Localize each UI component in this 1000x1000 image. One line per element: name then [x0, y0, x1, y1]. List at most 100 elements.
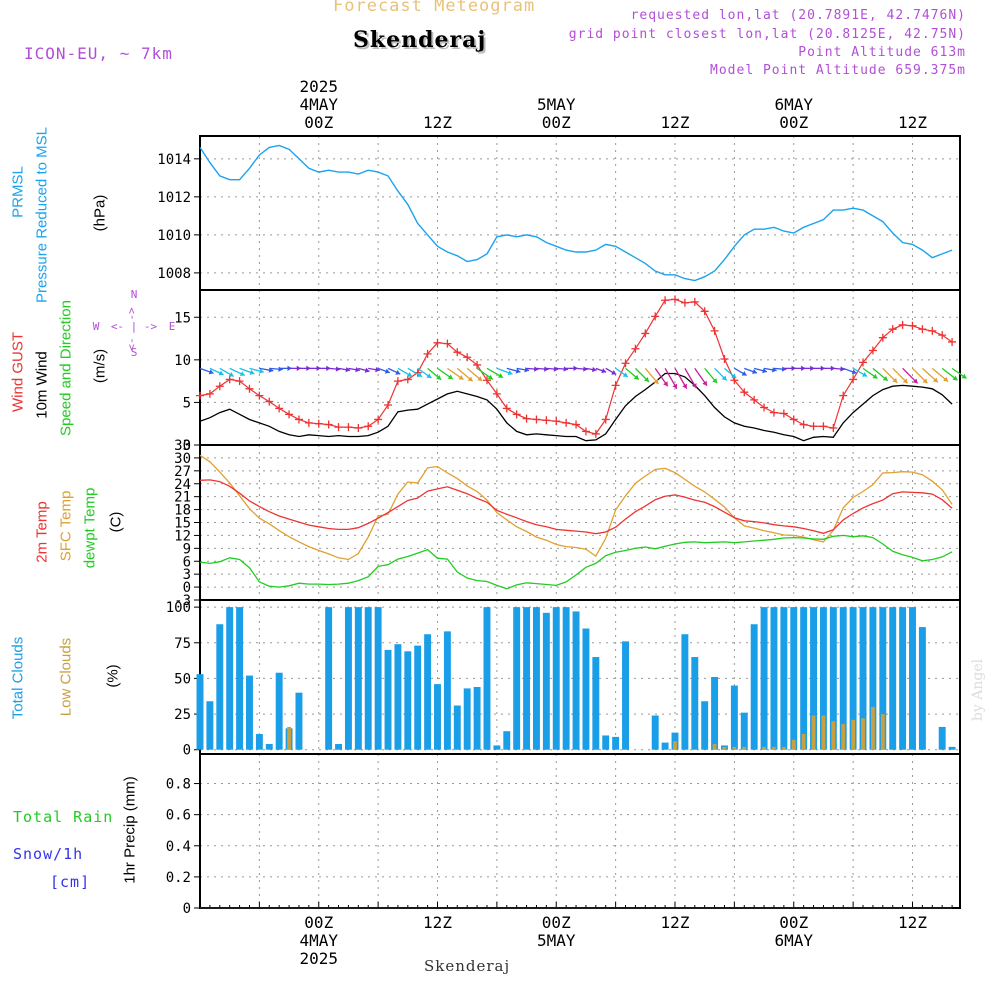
- low-cloud-bar: [811, 715, 816, 750]
- wind-arrow-head: [882, 375, 888, 381]
- wind-arrow: [199, 367, 214, 375]
- wind-gust-marker: [552, 417, 561, 426]
- total-cloud-bar: [325, 607, 333, 750]
- total-cloud-bar: [790, 607, 798, 750]
- wind-arrow-head: [644, 376, 649, 382]
- bottom-time-label: 00Z: [304, 913, 333, 932]
- total-cloud-bar: [612, 736, 620, 750]
- wind-arrow-head: [682, 383, 687, 389]
- y-tick-label: 0: [183, 580, 191, 596]
- wind-gust-marker: [700, 307, 709, 316]
- wind-gust-marker: [661, 296, 670, 305]
- total-cloud-bar: [226, 607, 234, 750]
- wind-arrow-head: [477, 376, 483, 381]
- wind-gust-marker: [641, 329, 650, 338]
- wind-gust-marker: [265, 397, 274, 406]
- wind-gust-marker: [750, 395, 759, 404]
- wind-arrow-head: [712, 378, 718, 384]
- wind-arrow-head: [762, 368, 767, 374]
- total-cloud-bar: [582, 628, 590, 750]
- wind-gust-marker: [354, 423, 363, 432]
- wind-arrow-head: [622, 372, 628, 377]
- gridpoint-coords: grid point closest lon,lat (20.8125E, 42…: [568, 27, 966, 42]
- total-cloud-bar: [463, 688, 471, 750]
- total-cloud-bar: [523, 607, 531, 750]
- wind-arrow: [229, 367, 246, 377]
- wind-arrow-head: [345, 367, 351, 373]
- wind-arrow-head: [820, 365, 825, 372]
- wind-arrow-head: [384, 368, 390, 374]
- wind-gust-marker: [433, 338, 442, 347]
- wind-arrow-head: [702, 380, 707, 386]
- wind-gust-marker: [918, 325, 927, 334]
- wind-arrow: [931, 367, 949, 383]
- low-cloud-bar: [712, 744, 717, 750]
- wind-gust-marker: [671, 295, 679, 304]
- wind-arrow-head: [296, 365, 301, 372]
- y-tick-label: 0: [183, 743, 191, 759]
- low-cloud-bar: [287, 726, 291, 750]
- wind-arrow-head: [239, 371, 245, 377]
- wind-arrow: [585, 366, 597, 373]
- wind-arrow: [516, 367, 530, 373]
- wind-arrow-head: [208, 369, 214, 375]
- wind-10m-line: [199, 372, 953, 442]
- wind-gust-marker: [621, 359, 630, 368]
- y-tick-label: 10: [174, 353, 191, 369]
- total-cloud-bar: [592, 657, 600, 750]
- wind-arrow: [526, 366, 539, 372]
- compass-up-arrow: ->: [125, 307, 138, 321]
- wind-gust-line: [199, 298, 953, 435]
- y-tick-label: 75: [174, 636, 191, 652]
- wind-arrow: [496, 367, 513, 376]
- wind-arrow-head: [912, 378, 918, 384]
- wind-gust-marker: [849, 375, 858, 384]
- wind-arrow-head: [249, 369, 255, 375]
- wind-arrow: [328, 366, 341, 372]
- wind-arrow: [407, 367, 423, 378]
- point-altitude: Point Altitude 613m: [798, 45, 966, 60]
- wind-arrow: [615, 367, 629, 378]
- bottom-time-label: 2025: [299, 949, 338, 968]
- total-cloud-bar: [572, 611, 580, 750]
- wind-arrow-head: [335, 366, 341, 372]
- wind-arrow: [447, 367, 464, 381]
- wind-arrow: [644, 367, 659, 385]
- total-cloud-bar: [602, 735, 610, 750]
- y-tick-label: 0.2: [166, 870, 191, 886]
- wind-arrow-head: [458, 374, 464, 380]
- snow-unit-label: [cm]: [50, 873, 91, 891]
- pressure-line: [199, 144, 953, 282]
- panel-frame: [199, 289, 961, 446]
- low-cloud-bar: [732, 746, 737, 750]
- wind-arrow-head: [691, 383, 697, 389]
- low-cloud-bar: [880, 714, 885, 750]
- compass-down-arrow: <-: [125, 337, 138, 350]
- wind-arrow-head: [771, 367, 777, 373]
- y-tick-label: 15: [174, 310, 191, 326]
- wind-arrow-head: [487, 374, 493, 380]
- wind-arrow: [466, 367, 483, 382]
- wind-arrow: [714, 367, 728, 381]
- wind-gust-marker: [423, 349, 432, 358]
- wind-arrow: [941, 367, 958, 381]
- total-cloud-bar: [404, 651, 412, 750]
- wind-arrow: [674, 368, 688, 389]
- wind-arrow-head: [672, 383, 678, 389]
- low-cloud-bar: [831, 721, 836, 750]
- wind-arrow: [506, 367, 521, 374]
- wind-gust-marker: [829, 423, 838, 432]
- panel-frame: [199, 753, 961, 909]
- wind-gust-marker: [275, 404, 284, 413]
- top-time-label: 12Z: [423, 113, 452, 132]
- y-tick-label: 27: [174, 464, 191, 480]
- wind-gust-marker: [294, 415, 303, 424]
- low-cloud-bar: [791, 739, 796, 750]
- y-tick-label: 100: [166, 600, 191, 616]
- bottom-time-label: 12Z: [898, 913, 927, 932]
- total-cloud-bar: [750, 624, 758, 750]
- wind-gust-marker: [839, 391, 848, 400]
- bottom-time-label: 12Z: [661, 913, 690, 932]
- wind-arrow-head: [840, 366, 845, 372]
- y-tick-label: 25: [174, 707, 191, 723]
